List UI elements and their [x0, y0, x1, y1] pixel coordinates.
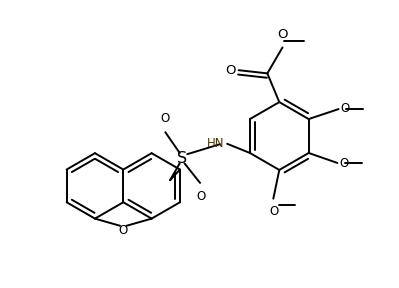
Text: S: S — [177, 151, 187, 166]
Text: HN: HN — [207, 137, 224, 149]
Text: O: O — [340, 102, 350, 115]
Text: O: O — [119, 224, 128, 237]
Text: O: O — [160, 112, 169, 125]
Text: O: O — [225, 64, 236, 77]
Text: O: O — [196, 190, 205, 203]
Text: O: O — [339, 157, 348, 170]
Text: O: O — [269, 205, 279, 218]
Text: O: O — [277, 29, 288, 41]
